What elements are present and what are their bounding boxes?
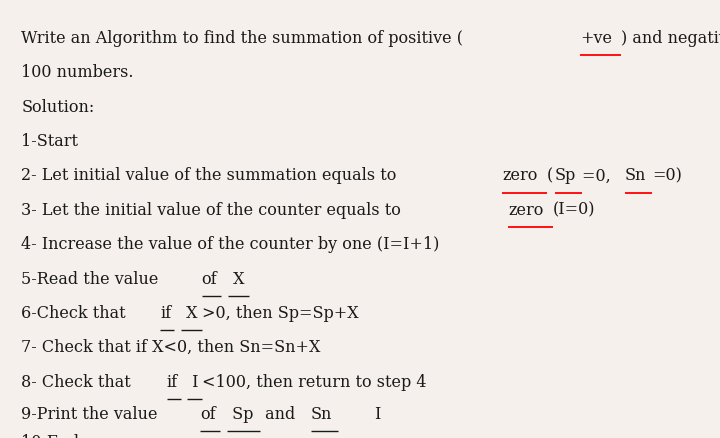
Text: 10-End: 10-End bbox=[22, 434, 79, 438]
Text: 9-Print the value: 9-Print the value bbox=[22, 406, 163, 423]
Text: 5-Read the value: 5-Read the value bbox=[22, 271, 164, 287]
Text: and: and bbox=[260, 406, 300, 423]
Text: 6-Check that: 6-Check that bbox=[22, 305, 131, 322]
Text: +ve: +ve bbox=[580, 30, 612, 47]
Text: 100 numbers.: 100 numbers. bbox=[22, 64, 134, 81]
Text: 4- Increase the value of the counter by one (I=I+1): 4- Increase the value of the counter by … bbox=[22, 236, 440, 253]
Text: Sp: Sp bbox=[227, 406, 253, 423]
Text: zero: zero bbox=[503, 167, 538, 184]
Text: Sn: Sn bbox=[625, 167, 646, 184]
Text: 3- Let the initial value of the counter equals to: 3- Let the initial value of the counter … bbox=[22, 202, 406, 219]
Text: of: of bbox=[202, 271, 217, 287]
Text: Sp: Sp bbox=[555, 167, 576, 184]
Text: I: I bbox=[374, 406, 380, 423]
Text: <100, then return to step 4: <100, then return to step 4 bbox=[202, 374, 426, 391]
Text: =0): =0) bbox=[652, 167, 682, 184]
Text: X: X bbox=[228, 271, 244, 287]
Text: Solution:: Solution: bbox=[22, 99, 94, 116]
Text: 1-Start: 1-Start bbox=[22, 133, 78, 150]
Text: zero: zero bbox=[508, 202, 544, 219]
Text: of: of bbox=[200, 406, 216, 423]
Text: 8- Check that: 8- Check that bbox=[22, 374, 136, 391]
Text: if: if bbox=[160, 305, 171, 322]
Text: ) and negative (: ) and negative ( bbox=[621, 30, 720, 47]
Text: Write an Algorithm to find the summation of positive (: Write an Algorithm to find the summation… bbox=[22, 30, 463, 47]
Text: I: I bbox=[187, 374, 199, 391]
Text: if: if bbox=[166, 374, 178, 391]
Text: =0,: =0, bbox=[582, 167, 616, 184]
Text: X: X bbox=[181, 305, 197, 322]
Text: (: ( bbox=[547, 167, 554, 184]
Text: Sn: Sn bbox=[311, 406, 333, 423]
Text: (I=0): (I=0) bbox=[553, 202, 595, 219]
Text: >0, then Sp=Sp+X: >0, then Sp=Sp+X bbox=[202, 305, 358, 322]
Text: 7- Check that if X<0, then Sn=Sn+X: 7- Check that if X<0, then Sn=Sn+X bbox=[22, 339, 320, 356]
Text: 2- Let initial value of the summation equals to: 2- Let initial value of the summation eq… bbox=[22, 167, 402, 184]
